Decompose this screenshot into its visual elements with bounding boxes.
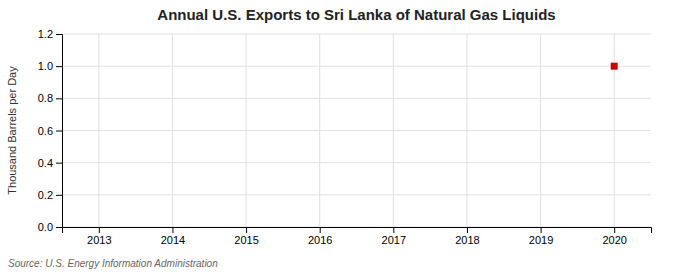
x-tick-mark [541, 227, 542, 233]
x-tick-label: 2013 [87, 234, 111, 246]
point [611, 63, 618, 70]
y-tick-label: 1.2 [38, 28, 53, 40]
x-tick: 2013 [87, 227, 111, 246]
x-tick-label: 2018 [455, 234, 479, 246]
grid-line-y [62, 98, 651, 99]
y-axis: 0.0 0.2 0.4 0.6 0.8 1.0 1.2 [38, 28, 63, 233]
y-tick-label: 0.4 [38, 157, 53, 169]
x-tick: 2016 [308, 227, 332, 246]
marks [611, 63, 618, 70]
x-tick-mark [99, 227, 100, 233]
y-tick-mark [56, 34, 62, 35]
y-tick: 0.8 [38, 92, 62, 104]
x-axis-line [63, 228, 652, 234]
y-axis-label: Thousand Barrels per Day [6, 66, 18, 195]
x-tick-label: 2019 [529, 234, 553, 246]
grid [62, 34, 651, 227]
chart: 201320142015201620172018201920200.00.20.… [0, 0, 675, 275]
y-tick-label: 0.8 [38, 92, 53, 104]
y-tick-label: 1.0 [38, 60, 53, 72]
y-tick-label: 0.0 [38, 221, 53, 233]
y-tick-label: 0.2 [38, 189, 53, 201]
x-tick-mark [172, 227, 173, 233]
y-tick-mark [56, 66, 62, 67]
x-tick: 2014 [161, 227, 185, 246]
x-tick-mark [393, 227, 394, 233]
y-tick-mark [56, 195, 62, 196]
plot-area: 201320142015201620172018201920200.00.20.… [38, 28, 652, 246]
x-tick: 2018 [455, 227, 479, 246]
x-tick: 2020 [602, 227, 626, 246]
x-tick-mark [246, 227, 247, 233]
x-tick-label: 2015 [234, 234, 258, 246]
y-axis-line [56, 35, 63, 228]
y-tick: 0.2 [38, 189, 62, 201]
y-tick: 1.0 [38, 60, 62, 72]
y-tick: 0.4 [38, 157, 62, 169]
x-tick-label: 2020 [602, 234, 626, 246]
x-tick-mark [320, 227, 321, 233]
x-axis: 2013 2014 2015 2016 2017 2018 2019 2020 [63, 227, 652, 246]
x-tick-label: 2016 [308, 234, 332, 246]
x-tick: 2019 [529, 227, 553, 246]
title: Annual U.S. Exports to Sri Lanka of Natu… [157, 6, 555, 23]
grid-line-y [62, 34, 651, 35]
x-tick-mark [467, 227, 468, 233]
y-tick: 1.2 [38, 28, 62, 40]
y-tick-label: 0.6 [38, 125, 53, 137]
grid-line-y [62, 162, 651, 163]
annotation: Source: U.S. Energy Information Administ… [8, 258, 218, 269]
y-tick-mark [56, 98, 62, 99]
x-tick-mark [614, 227, 615, 233]
grid-line-y [62, 66, 651, 67]
y-tick-mark [56, 131, 62, 132]
y-tick-mark [56, 227, 62, 228]
x-tick-label: 2014 [161, 234, 185, 246]
y-tick: 0.6 [38, 125, 62, 137]
grid-line-y [62, 130, 651, 131]
grid-line-y [62, 194, 651, 195]
y-tick-mark [56, 163, 62, 164]
x-tick-label: 2017 [382, 234, 406, 246]
x-tick: 2015 [234, 227, 258, 246]
y-tick: 0.0 [38, 221, 62, 233]
x-tick: 2017 [382, 227, 406, 246]
